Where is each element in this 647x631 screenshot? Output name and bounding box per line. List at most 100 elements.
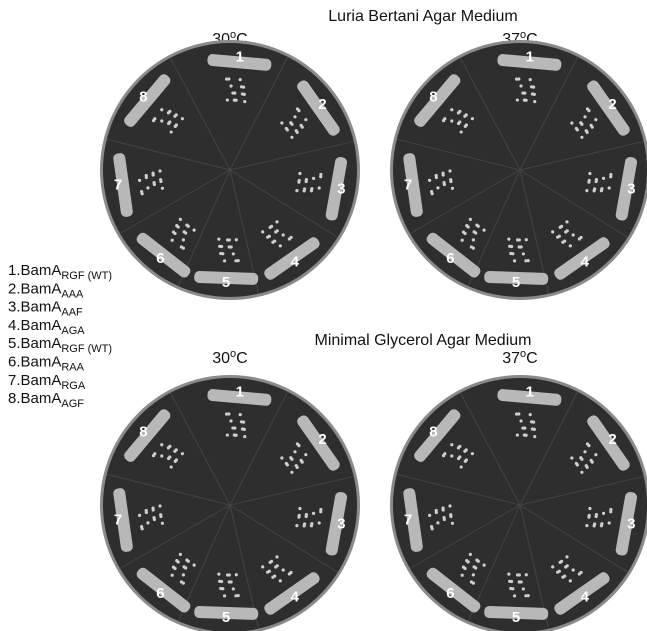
colony <box>585 189 588 192</box>
colony <box>174 460 177 463</box>
colony <box>289 236 292 239</box>
colony <box>305 513 308 516</box>
colony <box>442 508 445 511</box>
colony <box>471 117 474 120</box>
colony <box>579 121 582 124</box>
colony <box>431 192 434 195</box>
colony <box>241 92 244 95</box>
sector-label: 2 <box>318 96 326 113</box>
colony <box>290 471 293 474</box>
colony <box>146 186 149 189</box>
agar-plate: 12345678 <box>390 375 647 631</box>
colony <box>231 91 234 94</box>
colony <box>184 566 187 569</box>
colony <box>530 85 533 88</box>
colony <box>436 186 439 189</box>
colony <box>570 456 573 459</box>
colony <box>230 245 233 248</box>
colony <box>174 125 177 128</box>
colony <box>558 570 561 573</box>
colony <box>261 565 264 568</box>
colony <box>516 98 519 101</box>
colony <box>179 553 182 556</box>
colony <box>230 580 233 583</box>
colony <box>173 567 176 570</box>
sector-label: 4 <box>291 254 300 271</box>
colony <box>460 465 463 468</box>
colony <box>161 522 164 525</box>
colony <box>275 555 278 558</box>
colony <box>273 240 276 243</box>
colony <box>472 247 475 250</box>
colony <box>580 471 583 474</box>
colony <box>233 99 236 102</box>
colony <box>608 521 611 524</box>
colony <box>583 450 586 453</box>
colony <box>298 179 301 182</box>
colony <box>152 454 155 457</box>
colony <box>179 218 182 221</box>
colony <box>303 522 306 525</box>
colony <box>223 594 226 597</box>
colony <box>525 238 528 241</box>
colony <box>533 435 536 438</box>
sector-label: 2 <box>608 431 616 448</box>
colony <box>590 124 593 127</box>
colony <box>304 453 307 456</box>
colony <box>237 259 240 262</box>
colony <box>159 515 162 518</box>
colony <box>530 420 533 423</box>
colony <box>171 574 174 577</box>
sector-label: 6 <box>446 585 454 602</box>
colony <box>467 225 470 228</box>
colony <box>243 100 246 103</box>
colony <box>240 85 243 88</box>
sector-label: 1 <box>526 48 534 65</box>
colony <box>145 176 148 179</box>
colony <box>160 108 163 111</box>
colony <box>239 78 242 81</box>
colony <box>182 238 185 241</box>
sector-label: 5 <box>222 609 230 626</box>
colony <box>457 111 460 114</box>
colony <box>184 231 187 234</box>
colony <box>223 259 226 262</box>
colony <box>232 587 235 590</box>
colony <box>312 512 315 515</box>
colony <box>609 173 612 176</box>
colony <box>586 442 589 445</box>
colony <box>270 560 273 563</box>
legend-entry: 2.BamAAAA <box>8 280 84 300</box>
colony <box>290 136 293 139</box>
colony <box>141 192 144 195</box>
colony <box>563 575 566 578</box>
colony <box>588 514 591 517</box>
sector-label: 6 <box>156 585 164 602</box>
sector-label: 4 <box>291 589 300 606</box>
colony <box>579 456 582 459</box>
colony <box>450 119 453 122</box>
colony <box>167 111 170 114</box>
colony <box>566 229 569 232</box>
colony <box>507 238 510 241</box>
colony <box>566 564 569 567</box>
colony <box>443 183 446 186</box>
colony <box>449 180 452 183</box>
colony <box>279 244 282 247</box>
colony <box>579 571 582 574</box>
colony <box>515 412 518 415</box>
colony <box>594 453 597 456</box>
colony <box>507 573 510 576</box>
sector-label: 1 <box>236 48 244 65</box>
colony <box>177 560 180 563</box>
sector-label: 7 <box>114 177 122 194</box>
colony <box>469 218 472 221</box>
colony <box>303 187 306 190</box>
colony <box>240 420 243 423</box>
colony <box>300 124 303 127</box>
colony <box>435 511 438 514</box>
colony <box>289 571 292 574</box>
colony <box>593 522 596 525</box>
sector-label: 5 <box>512 609 520 626</box>
